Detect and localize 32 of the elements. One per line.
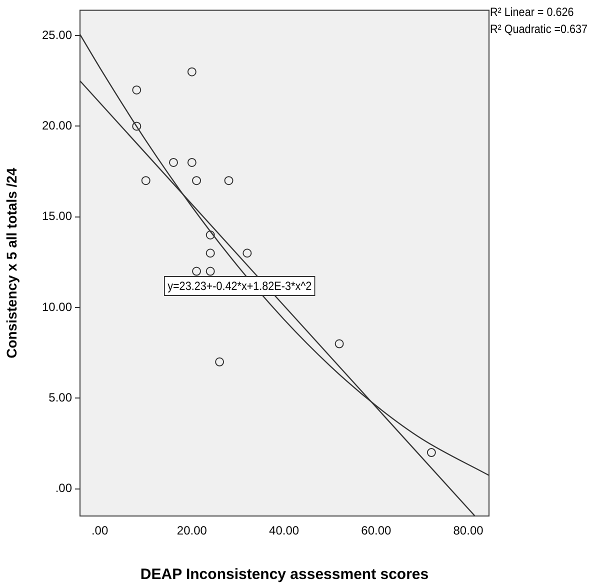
point [206, 248, 215, 258]
point [206, 230, 215, 240]
point [426, 448, 436, 458]
point [132, 85, 142, 94]
point [206, 266, 215, 276]
point [169, 158, 178, 167]
x-tick-label: .00 [91, 524, 108, 538]
y-tick-label: .00 [55, 481, 72, 496]
y-tick-label: 15.00 [42, 209, 72, 224]
x-axis-title: DEAP Inconsistency assessment scores [140, 566, 429, 584]
y-tick-label: 5.00 [48, 390, 72, 404]
point [242, 248, 252, 258]
y-tick-label: 20.00 [42, 118, 72, 133]
point [192, 266, 202, 276]
annotation: y=23.23+-0.42*x+1.82E-3*x^2 [164, 276, 316, 296]
x-tick-label: 40.00 [269, 524, 300, 538]
x-tick-label: 60.00 [361, 524, 392, 538]
point [132, 122, 142, 131]
text: R² Linear = 0.626 [490, 5, 574, 19]
point [192, 176, 202, 186]
point [334, 339, 344, 348]
y-tick-label: 10.00 [42, 300, 72, 314]
point [224, 176, 234, 186]
point [141, 176, 150, 186]
point [215, 357, 224, 366]
point [187, 67, 196, 76]
x-tick-label: 20.00 [176, 524, 208, 538]
x-tick-label: 80.00 [453, 524, 484, 538]
y-tick-label: 25.00 [42, 28, 72, 42]
text: R² Quadratic =0.637 [490, 22, 588, 36]
y-axis-title: Consistency x 5 all totals /24 [3, 168, 20, 358]
point [187, 158, 196, 167]
